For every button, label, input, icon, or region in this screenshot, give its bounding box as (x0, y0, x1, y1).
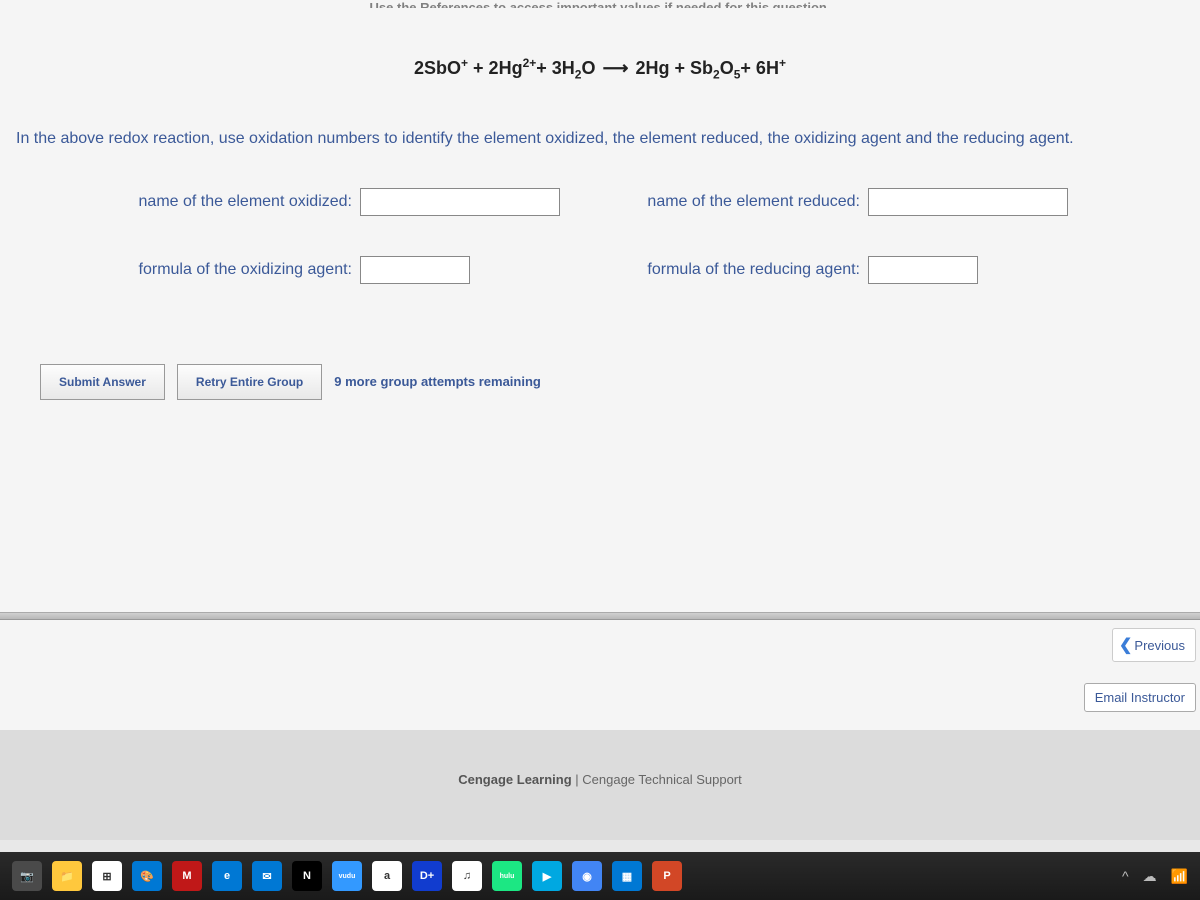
windows-taskbar: 📷 📁 ⊞ 🎨 Me ✉ Nvudua D+ ♫ hulu ▶ ◉ ▦ P ^ ☁ 📶 (0, 852, 1200, 900)
answer-form: name of the element oxidized: name of th… (92, 188, 1108, 284)
footer-separator: | (572, 772, 583, 787)
question-content: Use the References to access important v… (0, 0, 1200, 730)
taskbar-right: ^ ☁ 📶 (1108, 868, 1188, 885)
taskbar-icons-container: 📷 📁 ⊞ 🎨 Me ✉ Nvudua D+ ♫ hulu ▶ ◉ ▦ P (12, 861, 692, 891)
reducing-agent-label: formula of the reducing agent: (600, 261, 860, 279)
chrome-icon[interactable]: ◉ (572, 861, 602, 891)
microsoft-store-icon[interactable]: ⊞ (92, 861, 122, 891)
tray-icon[interactable]: ^ (1122, 868, 1129, 884)
prime-icon[interactable]: ▶ (532, 861, 562, 891)
chevron-left-icon: ❮ (1119, 635, 1132, 655)
divider-strip (0, 612, 1200, 620)
footer: Cengage Learning | Cengage Technical Sup… (0, 730, 1200, 840)
mail-icon[interactable]: ✉ (252, 861, 282, 891)
reducing-agent-input[interactable] (868, 256, 978, 284)
previous-button[interactable]: ❮ Previous (1112, 628, 1196, 662)
reduced-cell: name of the element reduced: (600, 188, 1108, 216)
cengage-link[interactable]: Cengage Learning (458, 772, 571, 787)
reduced-label: name of the element reduced: (600, 193, 860, 211)
tray-icon[interactable]: ☁ (1143, 868, 1157, 885)
paint-icon[interactable]: 🎨 (132, 861, 162, 891)
oxidized-label: name of the element oxidized: (92, 193, 352, 211)
vudu-icon[interactable]: vudu (332, 861, 362, 891)
retry-button[interactable]: Retry Entire Group (177, 364, 322, 400)
attempts-remaining: 9 more group attempts remaining (334, 374, 541, 389)
camera-icon[interactable]: 📷 (12, 861, 42, 891)
reference-hint: Use the References to access important v… (12, 0, 1188, 8)
oxidizing-agent-cell: formula of the oxidizing agent: (92, 256, 600, 284)
reduced-input[interactable] (868, 188, 1068, 216)
powerpoint-icon[interactable]: P (652, 861, 682, 891)
edge-icon[interactable]: e (212, 861, 242, 891)
submit-button[interactable]: Submit Answer (40, 364, 165, 400)
mcafee-icon[interactable]: M (172, 861, 202, 891)
reducing-agent-cell: formula of the reducing agent: (600, 256, 1108, 284)
file-explorer-icon[interactable]: 📁 (52, 861, 82, 891)
disney-icon[interactable]: D+ (412, 861, 442, 891)
support-link[interactable]: Cengage Technical Support (582, 772, 742, 787)
netflix-icon[interactable]: N (292, 861, 322, 891)
email-instructor-button[interactable]: Email Instructor (1084, 683, 1196, 712)
chemical-equation: 2SbO+ + 2Hg2++ 3H2O⟶2Hg + Sb2O5+ 6H+ (12, 56, 1188, 82)
oxidizing-agent-input[interactable] (360, 256, 470, 284)
calculator-icon[interactable]: ▦ (612, 861, 642, 891)
instruction-text: In the above redox reaction, use oxidati… (12, 130, 1188, 148)
action-row: Submit Answer Retry Entire Group 9 more … (40, 364, 1188, 400)
oxidizing-agent-label: formula of the oxidizing agent: (92, 261, 352, 279)
oxidized-input[interactable] (360, 188, 560, 216)
previous-label: Previous (1134, 638, 1185, 653)
footer-links: Cengage Learning | Cengage Technical Sup… (0, 730, 1200, 787)
tray-icon[interactable]: 📶 (1171, 868, 1188, 885)
hulu-icon[interactable]: hulu (492, 861, 522, 891)
amazon-icon[interactable]: a (372, 861, 402, 891)
itunes-icon[interactable]: ♫ (452, 861, 482, 891)
oxidized-cell: name of the element oxidized: (92, 188, 600, 216)
